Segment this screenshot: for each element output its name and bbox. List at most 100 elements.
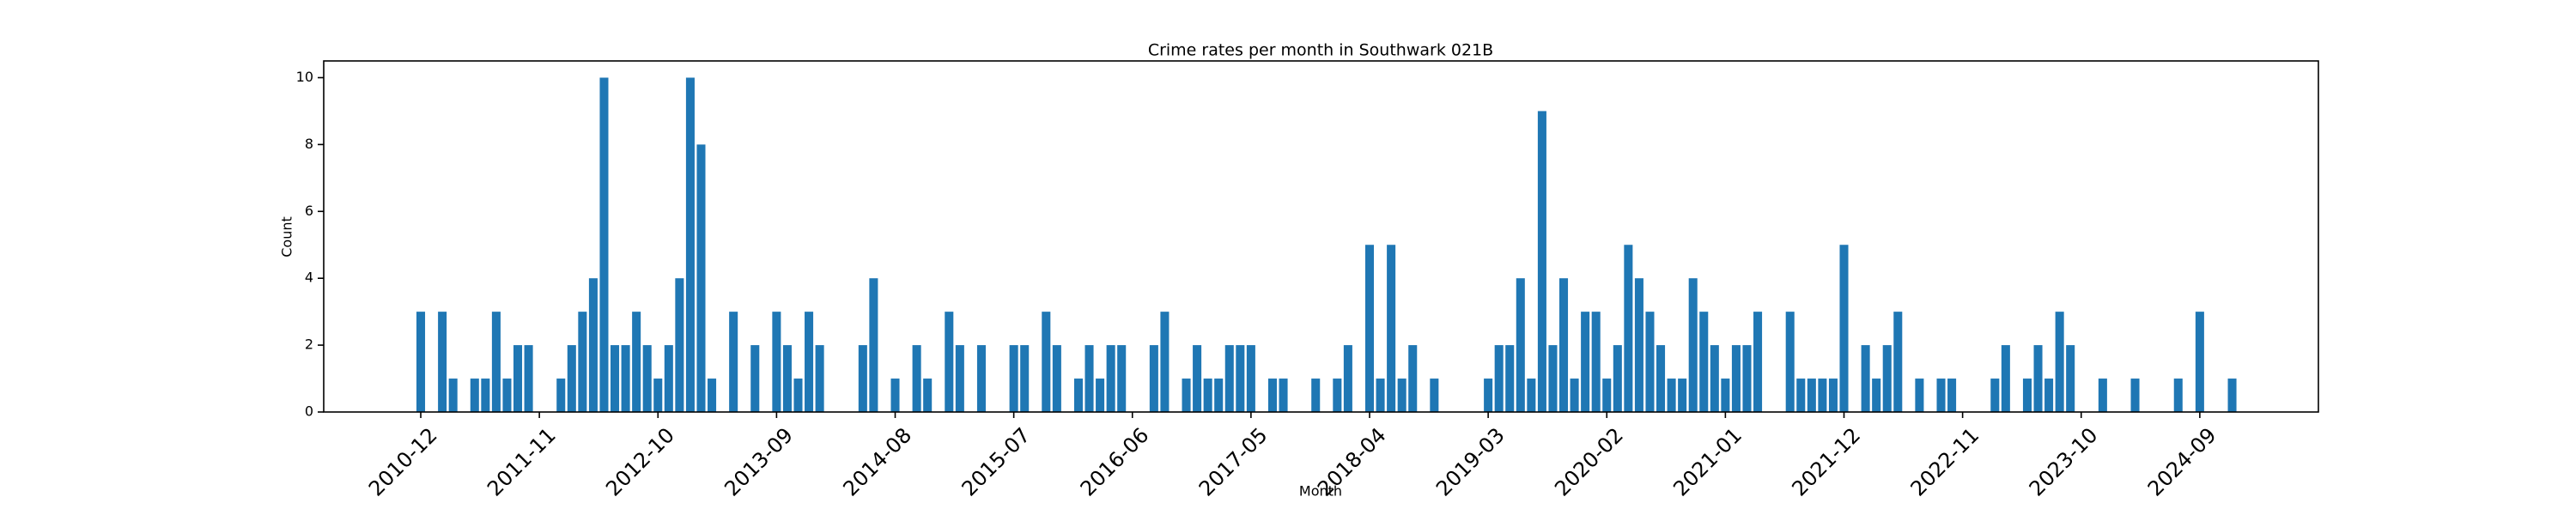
bar <box>2227 379 2237 412</box>
bar <box>1688 278 1698 412</box>
bar <box>976 345 986 412</box>
bar <box>1645 312 1655 412</box>
x-tick-label: 2012-10 <box>601 423 679 501</box>
bar <box>1224 345 1234 412</box>
bar <box>2022 379 2032 412</box>
bar <box>1872 379 1881 412</box>
bar <box>1861 345 1870 412</box>
bar <box>1430 379 1439 412</box>
bar <box>1581 312 1590 412</box>
bar <box>2098 379 2107 412</box>
bar <box>1236 345 1245 412</box>
bar <box>567 345 576 412</box>
bar <box>1624 245 1633 412</box>
x-tick-label: 2020-02 <box>1550 423 1628 501</box>
bar <box>772 312 781 412</box>
bar <box>1376 379 1385 412</box>
x-tick-label: 2017-05 <box>1194 423 1273 501</box>
bar <box>1106 345 1115 412</box>
x-axis-label: Month <box>1299 483 1342 500</box>
bar <box>653 379 663 412</box>
bar <box>890 379 900 412</box>
bar <box>1818 379 1827 412</box>
bar <box>1343 345 1352 412</box>
bar <box>2130 379 2140 412</box>
bar <box>621 345 630 412</box>
bar <box>2055 312 2064 412</box>
bar <box>491 312 501 412</box>
bar <box>1364 245 1375 412</box>
bar <box>685 77 695 412</box>
bar <box>2173 379 2183 412</box>
bar <box>1408 345 1418 412</box>
bar <box>782 345 792 412</box>
bar <box>1678 379 1687 412</box>
x-tick-label: 2013-09 <box>720 423 798 501</box>
bar <box>2066 345 2075 412</box>
bar <box>513 345 523 412</box>
bar <box>1828 379 1838 412</box>
bar <box>438 312 447 412</box>
bar <box>1505 345 1515 412</box>
bar <box>1537 111 1546 412</box>
bar <box>1494 345 1504 412</box>
x-tick-label: 2018-04 <box>1313 423 1391 501</box>
bar <box>481 379 490 412</box>
bar <box>642 345 652 412</box>
x-tick-label: 2024-09 <box>2143 423 2221 501</box>
bar <box>1731 345 1741 412</box>
bar <box>1333 379 1342 412</box>
bar <box>599 77 609 412</box>
bar <box>1699 312 1709 412</box>
bar <box>1591 312 1601 412</box>
bar <box>1990 379 2000 412</box>
bar <box>588 278 598 412</box>
bar <box>1721 379 1730 412</box>
bar <box>1193 345 1202 412</box>
bar <box>1602 379 1612 412</box>
bar <box>1084 345 1094 412</box>
x-tick-label: 2010-12 <box>364 423 442 501</box>
bar <box>1279 379 1288 412</box>
bar <box>1052 345 1061 412</box>
bar <box>1009 345 1018 412</box>
plot-frame <box>323 60 2319 413</box>
bar <box>1947 379 1957 412</box>
bar <box>416 312 426 412</box>
bar <box>1397 379 1406 412</box>
bar <box>2001 345 2010 412</box>
bar <box>1893 312 1903 412</box>
bar <box>1096 379 1105 412</box>
bar <box>923 379 933 412</box>
bar <box>1785 312 1795 412</box>
bar <box>1527 379 1536 412</box>
y-axis-label: Count <box>279 216 295 258</box>
bar <box>1117 345 1127 412</box>
bar <box>955 345 964 412</box>
bar <box>578 312 587 412</box>
bar <box>869 278 878 412</box>
bar <box>1203 379 1212 412</box>
bar <box>1710 345 1719 412</box>
bar <box>1936 379 1946 412</box>
bar <box>1882 345 1892 412</box>
bar <box>1634 278 1643 412</box>
bar <box>1613 345 1622 412</box>
bar <box>2033 345 2043 412</box>
x-tick-label: 2014-08 <box>838 423 916 501</box>
chart-title: Crime rates per month in Southwark 021B <box>1148 41 1493 60</box>
bar <box>1073 379 1083 412</box>
bar <box>470 379 479 412</box>
x-tick-label: 2011-11 <box>483 423 561 501</box>
y-tick-label: 4 <box>305 270 313 286</box>
bar <box>675 278 684 412</box>
bar <box>1839 245 1849 412</box>
y-tick-label: 2 <box>305 336 313 353</box>
bar <box>611 345 620 412</box>
bar <box>1214 379 1224 412</box>
bar <box>632 312 641 412</box>
bar <box>1182 379 1191 412</box>
bar <box>1570 379 1579 412</box>
y-tick-label: 0 <box>305 403 313 420</box>
bar <box>524 345 533 412</box>
